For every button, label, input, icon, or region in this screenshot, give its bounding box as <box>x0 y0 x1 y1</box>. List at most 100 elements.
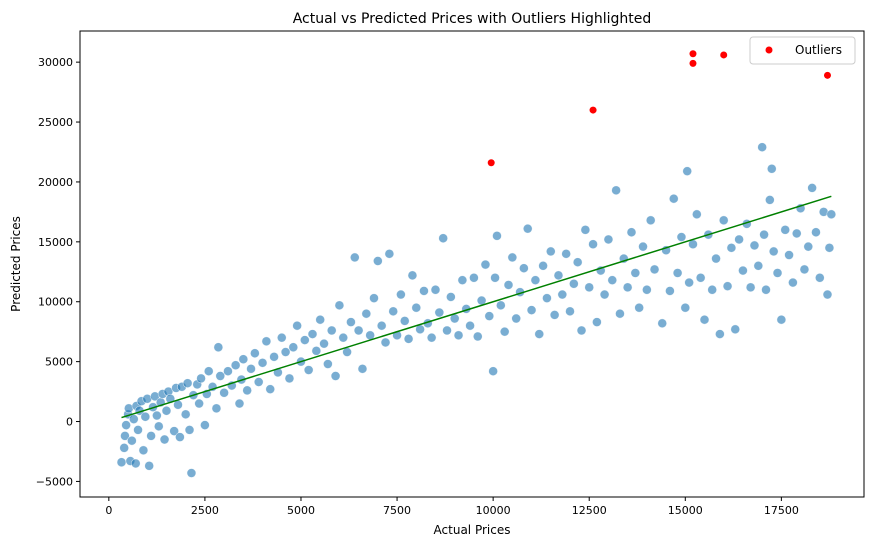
data-point <box>695 272 706 283</box>
data-point <box>642 284 652 295</box>
data-point <box>319 338 329 349</box>
data-point <box>242 385 252 396</box>
data-point <box>668 193 679 204</box>
x-tick-label: 12500 <box>572 504 607 517</box>
data-point <box>303 365 314 375</box>
data-point <box>772 268 783 278</box>
y-tick-label: 15000 <box>38 236 73 249</box>
data-point <box>120 431 130 441</box>
data-point <box>153 421 164 432</box>
data-point <box>561 249 571 259</box>
data-point <box>196 373 206 384</box>
data-point <box>791 228 802 239</box>
data-point <box>542 293 552 303</box>
data-point <box>373 256 383 266</box>
data-point <box>718 215 729 226</box>
data-point <box>194 398 204 409</box>
outlier-point <box>689 59 697 67</box>
data-point <box>215 371 226 381</box>
data-point <box>419 286 429 296</box>
data-point <box>626 227 637 238</box>
data-point <box>238 354 249 365</box>
data-point <box>127 435 137 446</box>
data-point <box>638 241 648 252</box>
data-point <box>186 468 197 478</box>
outlier-point <box>689 50 697 58</box>
data-point <box>276 332 287 343</box>
x-tick-label: 5000 <box>287 504 315 517</box>
data-point <box>223 366 233 377</box>
legend-box <box>749 36 856 65</box>
data-point <box>665 286 675 296</box>
data-point <box>269 352 279 362</box>
data-point <box>488 366 498 377</box>
data-point <box>396 289 406 300</box>
y-tick-label: 30000 <box>38 56 73 69</box>
x-tick-label: 17500 <box>764 504 799 517</box>
data-point <box>265 384 276 394</box>
data-point <box>734 234 744 245</box>
data-point <box>284 373 295 384</box>
data-point <box>630 268 641 278</box>
data-point <box>503 280 514 290</box>
data-point <box>326 325 337 336</box>
data-point <box>780 225 791 235</box>
data-point <box>246 364 256 374</box>
data-point <box>480 259 491 270</box>
chart-title: Actual vs Predicted Prices with Outliers… <box>293 11 652 27</box>
data-point <box>280 347 291 357</box>
data-point <box>757 142 767 153</box>
data-point <box>469 272 479 283</box>
data-point <box>119 443 129 453</box>
data-point <box>584 282 595 293</box>
outlier-point <box>589 106 597 114</box>
data-point <box>442 325 452 336</box>
data-point <box>766 163 777 174</box>
data-point <box>200 420 210 430</box>
data-point <box>753 260 764 271</box>
data-point <box>492 231 502 241</box>
data-point <box>784 250 794 260</box>
data-point <box>121 420 131 430</box>
data-point <box>338 332 349 343</box>
data-point <box>169 426 179 436</box>
data-point <box>384 249 395 259</box>
data-point <box>588 239 598 250</box>
y-tick-label: 0 <box>66 416 73 429</box>
data-point <box>496 300 506 311</box>
data-point <box>645 215 656 226</box>
plot-frame <box>79 30 865 498</box>
data-point <box>557 289 568 300</box>
data-point <box>553 270 564 281</box>
data-point <box>211 403 222 414</box>
data-point <box>484 311 495 321</box>
data-point <box>315 314 325 325</box>
data-point <box>684 277 694 288</box>
data-point <box>826 209 837 220</box>
data-point <box>611 185 621 196</box>
data-point <box>230 360 241 371</box>
data-point <box>615 308 625 319</box>
data-point <box>138 445 149 456</box>
data-point <box>692 209 702 220</box>
y-tick-label: −5000 <box>36 475 73 488</box>
outlier-point <box>720 51 728 59</box>
data-point <box>411 302 422 313</box>
data-point <box>130 458 141 469</box>
data-point <box>438 233 448 244</box>
fit-line-layer <box>121 195 832 419</box>
data-point <box>300 335 310 345</box>
data-point <box>592 317 602 327</box>
data-point <box>465 320 475 331</box>
data-point <box>453 330 464 341</box>
data-point <box>430 284 441 295</box>
y-axis-label: Predicted Prices <box>9 216 23 312</box>
data-point <box>323 359 333 369</box>
data-point <box>580 225 591 235</box>
data-point <box>403 334 414 344</box>
data-point <box>407 270 418 281</box>
data-point <box>768 246 779 257</box>
data-point <box>682 166 693 176</box>
data-point <box>159 434 170 445</box>
